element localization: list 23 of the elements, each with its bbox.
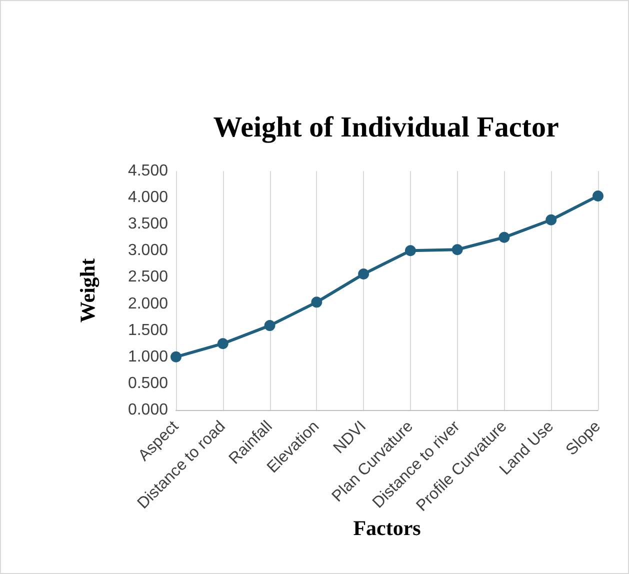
chart-title: Weight of Individual Factor bbox=[213, 112, 559, 144]
point bbox=[498, 232, 510, 243]
point bbox=[311, 296, 322, 308]
y-axis-title: Weight bbox=[76, 258, 100, 323]
x-axis-title: Factors bbox=[353, 516, 421, 540]
y-tick-label: 1.500 bbox=[128, 322, 168, 339]
y-tick-label: 2.000 bbox=[128, 295, 168, 312]
point bbox=[452, 244, 463, 256]
point bbox=[404, 245, 416, 256]
y-tick-label: 0.500 bbox=[128, 374, 168, 392]
y-tick-label: 3.500 bbox=[128, 216, 168, 233]
y-tick-label: 2.500 bbox=[128, 268, 168, 286]
y-tick-label: 0.000 bbox=[128, 402, 168, 418]
y-tick-label: 1.000 bbox=[128, 348, 168, 366]
point bbox=[592, 190, 604, 202]
y-tick-label: 4.000 bbox=[128, 189, 168, 206]
point bbox=[170, 351, 182, 362]
point bbox=[358, 268, 370, 280]
point bbox=[217, 338, 228, 350]
point bbox=[264, 320, 276, 332]
y-tick-label: 3.000 bbox=[128, 242, 168, 260]
y-tick-label: 4.500 bbox=[128, 162, 168, 180]
point bbox=[546, 214, 557, 226]
